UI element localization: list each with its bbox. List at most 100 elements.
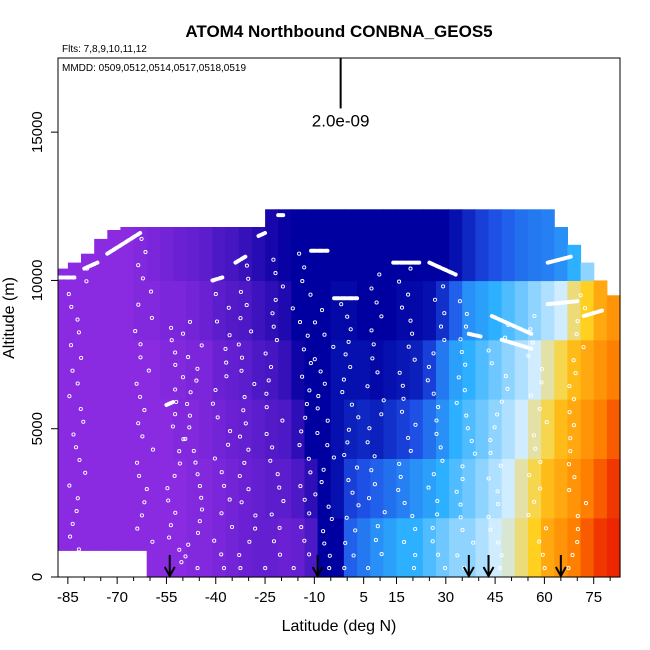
sample-dot: [571, 397, 576, 402]
x-axis: -85 -70 -55 -40 -25 -10 5 15 30 45 60 75: [57, 577, 611, 606]
sample-dot: [537, 539, 542, 544]
heatmap-cell: [606, 458, 621, 519]
sample-dot: [197, 519, 202, 524]
heatmap-cell: [541, 280, 555, 341]
sample-dot: [273, 297, 278, 302]
heatmap-cell: [225, 227, 240, 281]
heatmap-cell: [212, 339, 227, 400]
sample-dot: [180, 331, 186, 336]
heatmap-cell: [146, 517, 161, 578]
sample-dot: [463, 362, 468, 367]
sample-dot: [398, 474, 403, 479]
sample-dot: [229, 524, 235, 530]
heatmap-cell: [357, 399, 371, 459]
heatmap-cell: [567, 399, 582, 459]
heatmap-cell: [159, 280, 174, 341]
heatmap-cell: [488, 458, 503, 519]
sample-dot: [345, 314, 350, 319]
sample-dot: [327, 566, 332, 571]
heatmap-cell: [580, 399, 595, 459]
dates-label: MMDD: 0509,0512,0514,0517,0518,0519: [62, 63, 246, 74]
sample-dot: [567, 488, 572, 493]
heatmap-cell: [567, 339, 582, 400]
sample-dot: [69, 304, 74, 309]
heatmap-cell: [173, 458, 187, 519]
sample-dot: [308, 292, 313, 297]
heatmap-cell: [396, 517, 411, 578]
sample-dot: [566, 462, 572, 467]
sample-dot: [379, 412, 384, 417]
heatmap-cell: [81, 458, 95, 519]
sample-dot: [77, 457, 82, 463]
sample-dot: [133, 329, 138, 334]
sample-dot: [505, 386, 510, 391]
heatmap-cell: [370, 399, 384, 459]
sample-dot: [339, 302, 344, 307]
sample-dot: [375, 524, 380, 529]
sample-dot: [277, 485, 282, 490]
heatmap-cell: [330, 517, 345, 578]
sample-dot: [291, 566, 296, 571]
heatmap-cell: [265, 280, 279, 341]
heatmap-cell: [462, 517, 476, 578]
sample-dot: [133, 566, 139, 571]
flight-leg: [581, 308, 606, 319]
sample-dot: [539, 380, 544, 385]
sample-dot: [426, 364, 431, 369]
sample-dot: [300, 279, 305, 284]
heatmap-cell: [528, 209, 542, 282]
sample-dot: [312, 357, 317, 362]
flight-legs: [56, 213, 606, 407]
heatmap-cell: [528, 280, 542, 341]
heatmap-cell: [514, 517, 529, 578]
heatmap-cell: [212, 399, 227, 459]
sample-dot: [297, 320, 303, 325]
heatmap-cell: [593, 458, 608, 519]
sample-dot: [345, 440, 350, 445]
sample-dot: [326, 504, 331, 509]
heatmap-cell: [330, 339, 345, 400]
sample-dot: [443, 566, 448, 571]
heatmap-cell: [606, 295, 621, 341]
heatmap-cell: [475, 458, 490, 519]
sample-dot: [71, 432, 76, 437]
heatmap-cell: [251, 458, 266, 519]
sample-dot: [150, 447, 156, 452]
sample-dot: [264, 431, 269, 437]
sample-dot: [526, 512, 531, 518]
sample-dot: [539, 367, 544, 372]
sample-dot: [435, 498, 440, 504]
heatmap-cell: [238, 339, 253, 400]
heatmap-cell: [409, 517, 424, 578]
sample-dot: [239, 368, 244, 373]
sample-dot: [488, 450, 493, 455]
sample-dot: [582, 306, 588, 311]
sample-dot: [571, 358, 576, 363]
sample-dot: [246, 447, 251, 452]
sample-dot: [438, 445, 443, 450]
sample-dot: [465, 426, 470, 431]
sample-dot: [425, 378, 430, 383]
sample-dot: [341, 377, 346, 382]
sample-dot: [458, 337, 463, 342]
heatmap-cell: [370, 517, 384, 578]
sample-dot: [238, 316, 243, 321]
heatmap-cell: [212, 227, 227, 281]
heatmap-cell: [370, 339, 384, 400]
sample-dot: [575, 514, 580, 519]
heatmap-cell: [120, 227, 135, 281]
sample-dot: [322, 381, 327, 386]
sample-dot: [578, 293, 583, 298]
sample-dot: [406, 344, 411, 349]
sample-dot: [222, 483, 227, 488]
heatmap-cell: [278, 209, 292, 282]
sample-dot: [194, 378, 199, 383]
sample-dot: [275, 472, 280, 477]
heatmap-cell: [81, 280, 95, 341]
sample-dot: [188, 390, 193, 395]
sample-dot: [353, 528, 358, 533]
sample-dot: [148, 289, 154, 294]
sample-dot: [136, 421, 141, 426]
heatmap-cell: [146, 458, 161, 519]
sample-dot: [346, 427, 351, 432]
